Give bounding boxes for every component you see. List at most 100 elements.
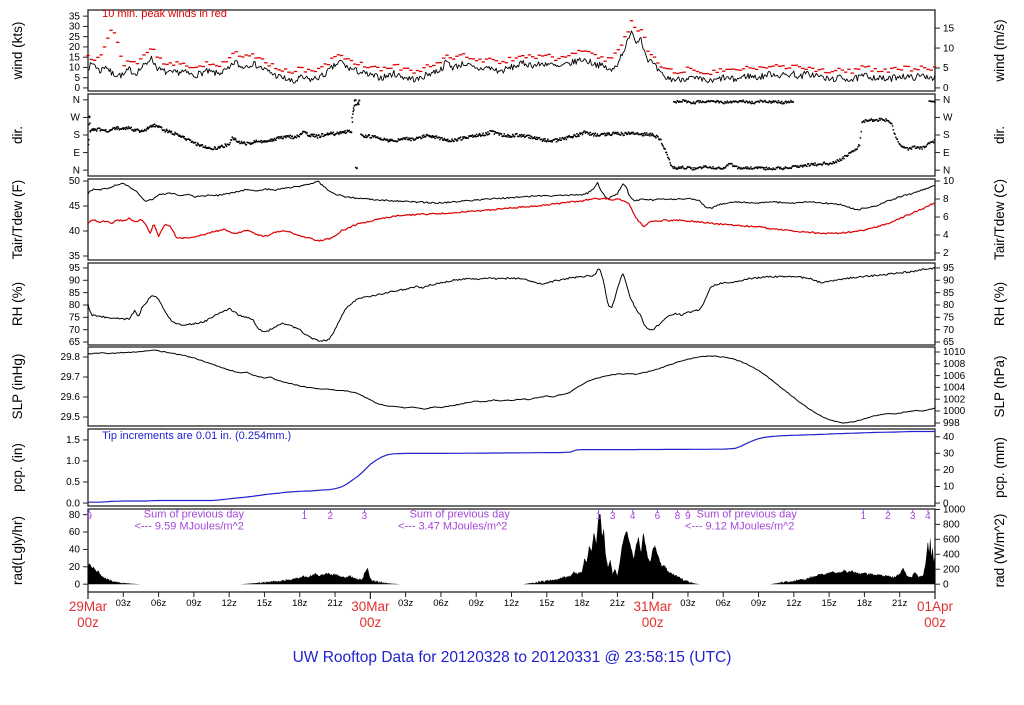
dir-north-high-dot bbox=[738, 100, 740, 103]
dir-main-a-dot bbox=[276, 136, 279, 139]
dir-jump-column-dot bbox=[353, 105, 355, 107]
dir-main-b-dot bbox=[475, 133, 478, 136]
dir-jump-column-dot bbox=[358, 103, 360, 106]
dir-main-b-dot bbox=[606, 132, 608, 134]
dir-north-low-dot bbox=[854, 148, 857, 150]
dir-main-b-dot bbox=[654, 135, 656, 138]
dir-north-low-dot bbox=[775, 166, 778, 169]
temp-y-axis-label-left: Tair/Tdew (F) bbox=[10, 180, 25, 260]
dir-main-a-dot bbox=[328, 133, 331, 136]
dir-main-b-dot bbox=[625, 132, 628, 135]
slp-y-axis-label-left: SLP (inHg) bbox=[10, 354, 25, 420]
wind-left-tick-label: 15 bbox=[69, 52, 81, 63]
dir-north-low-dot bbox=[810, 163, 812, 165]
dir-main-b-dot bbox=[641, 135, 644, 137]
dir-main-b-dot bbox=[451, 139, 454, 142]
dir-main-b-dot bbox=[383, 137, 385, 140]
dir-main-b-dot bbox=[443, 137, 445, 140]
dir-main-b-dot bbox=[628, 132, 630, 134]
dir-jump-column-dot bbox=[355, 99, 357, 101]
dir-north-high-dot bbox=[789, 101, 791, 103]
rad-annotation: 3 bbox=[362, 511, 368, 522]
dir-main-a-dot bbox=[273, 139, 275, 142]
tdew-line bbox=[87, 197, 936, 242]
dir-main-b-dot bbox=[577, 134, 580, 136]
dir-north-high-dot bbox=[767, 101, 770, 104]
rh-panel-border bbox=[87, 262, 936, 346]
dir-main-b-dot bbox=[412, 138, 414, 140]
dir-north-low-dot bbox=[923, 145, 925, 148]
dir-main-b-dot bbox=[500, 133, 503, 135]
dir-main-a-dot bbox=[169, 131, 171, 133]
dir-north-high-dot bbox=[774, 100, 776, 102]
dir-main-a-dot bbox=[219, 146, 221, 148]
dir-main-a-dot bbox=[313, 133, 315, 136]
dir-main-b-dot bbox=[568, 135, 570, 137]
dir-main-a-dot bbox=[277, 136, 279, 138]
dir-main-b-dot bbox=[652, 134, 654, 136]
dir-start-column-dot bbox=[89, 122, 91, 124]
dir-north-low-dot bbox=[777, 166, 779, 168]
dir-north-low-dot bbox=[920, 146, 923, 148]
pcp-right-tick-label: 30 bbox=[943, 449, 955, 460]
dir-main-a-dot bbox=[300, 133, 303, 136]
dir-north-high-dot bbox=[780, 102, 782, 104]
pcp-left-tick-label: 0.0 bbox=[66, 498, 80, 509]
dir-main-b-dot bbox=[608, 132, 611, 135]
rh-right-tick-label: 70 bbox=[943, 325, 955, 336]
pcp-right-tick-label: 10 bbox=[943, 482, 955, 493]
dir-main-a-dot bbox=[154, 125, 156, 128]
dir-north-low-dot bbox=[679, 166, 681, 168]
dir-main-b-dot bbox=[646, 132, 648, 134]
dir-north-low-dot bbox=[807, 163, 810, 165]
dir-main-a-dot bbox=[167, 131, 169, 134]
dir-north-low-dot bbox=[736, 165, 738, 168]
dir-north-high-dot bbox=[739, 100, 742, 103]
dir-north-low-dot bbox=[898, 142, 900, 145]
dir-north-high-dot bbox=[779, 101, 781, 103]
dir-main-a-dot bbox=[168, 130, 170, 133]
dir-main-a-dot bbox=[223, 146, 226, 148]
dir-north-low-dot bbox=[841, 157, 844, 160]
dir-main-a-dot bbox=[275, 139, 277, 141]
dir-jump-column-dot bbox=[352, 107, 355, 109]
temp-y-axis-label-right: Tair/Tdew (C) bbox=[992, 179, 1007, 260]
dir-north-low-dot bbox=[685, 167, 688, 169]
dir-north-high-dot bbox=[768, 100, 771, 102]
dir-north-low-dot bbox=[839, 159, 842, 162]
dir-north-low-dot bbox=[921, 148, 923, 150]
dir-north-low-dot bbox=[732, 164, 735, 167]
dir-north-low-dot bbox=[862, 120, 864, 123]
dir-north-low-dot bbox=[817, 163, 820, 166]
dir-main-a-dot bbox=[196, 144, 198, 147]
rad-left-tick-label: 20 bbox=[69, 562, 81, 573]
dir-north-low-dot bbox=[715, 168, 718, 170]
dir-north-low-dot bbox=[713, 167, 715, 170]
dir-north-low-dot bbox=[788, 167, 790, 170]
dir-main-a-dot bbox=[201, 144, 204, 146]
dir-north-high-dot bbox=[760, 99, 762, 102]
dir-north-high-dot bbox=[694, 102, 696, 105]
dir-north-low-dot bbox=[877, 120, 880, 122]
dir-north-high-dot bbox=[787, 100, 790, 103]
dir-north-low-dot bbox=[745, 166, 747, 168]
dir-main-b-dot bbox=[651, 132, 654, 135]
dir-main-b-dot bbox=[377, 136, 379, 138]
dir-main-a-dot bbox=[96, 130, 98, 132]
dir-main-a-dot bbox=[151, 126, 153, 128]
rad-right-tick-label: 800 bbox=[943, 520, 960, 531]
rad-right-tick-label: 1000 bbox=[943, 505, 966, 516]
dir-main-b-dot bbox=[411, 137, 414, 139]
dir-main-b-dot bbox=[423, 134, 425, 136]
dir-main-a-dot bbox=[290, 137, 292, 140]
dir-main-a-dot bbox=[153, 125, 155, 128]
dir-main-b-dot bbox=[607, 133, 609, 136]
dir-main-b-dot bbox=[472, 136, 474, 138]
dir-main-a-dot bbox=[139, 131, 141, 133]
dir-main-b-dot bbox=[393, 140, 395, 142]
dir-north-high-dot bbox=[710, 100, 712, 102]
temp-left-tick-label: 40 bbox=[69, 226, 81, 237]
dir-north-high-dot bbox=[677, 100, 679, 102]
dir-main-b-dot bbox=[640, 133, 642, 136]
dir-main-a-dot bbox=[203, 146, 206, 149]
